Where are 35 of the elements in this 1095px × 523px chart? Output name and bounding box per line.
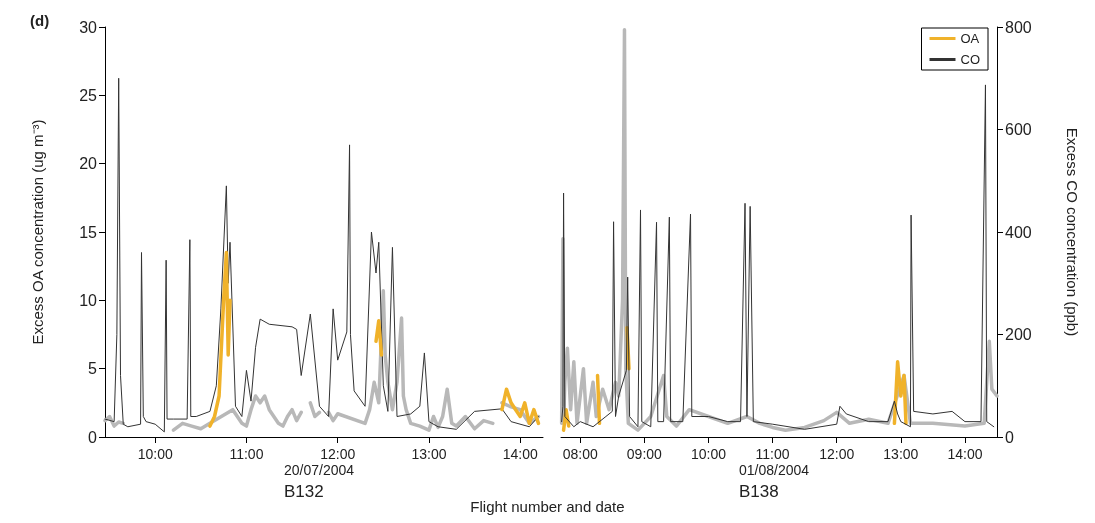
x-tick-label: 08:00: [562, 446, 598, 462]
y-tick-label: 0: [88, 428, 98, 446]
x-tick-label: 09:00: [626, 446, 663, 462]
y2-axis-title: Excess CO concentration (ppb): [1064, 127, 1081, 337]
text: 20/07/2004: [284, 462, 355, 478]
y2-tick-label: 800: [1005, 18, 1032, 36]
x-tick-label: 10:00: [137, 446, 173, 462]
line-series: [561, 84, 995, 430]
x-tick-label: 12:00: [819, 446, 855, 462]
y2-tick-label: 0: [1005, 428, 1014, 446]
x-tick-label: 14:00: [947, 446, 983, 462]
x-tick-label: 13:00: [883, 446, 919, 462]
x-tick-label: 11:00: [755, 446, 790, 462]
y2-tick-label: 400: [1005, 223, 1032, 241]
y-tick-label: 30: [79, 18, 98, 36]
chart-title: (d): [30, 12, 50, 29]
x-axis-title: Flight number and date: [470, 498, 625, 515]
y2-tick-label: 600: [1005, 121, 1032, 138]
y-tick-label: 10: [79, 291, 98, 309]
legend-label: OA: [960, 31, 980, 46]
text: 01/08/2004: [739, 462, 810, 478]
y-tick-label: 5: [88, 360, 98, 378]
x-tick-label: 14:00: [502, 446, 538, 462]
y-tick-label: 20: [79, 155, 98, 173]
legend-label: CO: [960, 52, 980, 67]
y-tick-label: 25: [79, 86, 98, 104]
y-axis-title: Excess OA concentration (ug m⁻³): [29, 119, 46, 345]
x-tick-label: 12:00: [320, 446, 356, 462]
x-tick-label: 13:00: [411, 446, 447, 462]
text: B132: [284, 482, 324, 501]
x-tick-label: 10:00: [690, 446, 727, 462]
text: B138: [739, 482, 779, 501]
x-tick-label: 11:00: [229, 446, 264, 462]
y-tick-label: 15: [79, 223, 98, 241]
y2-tick-label: 200: [1005, 326, 1032, 343]
